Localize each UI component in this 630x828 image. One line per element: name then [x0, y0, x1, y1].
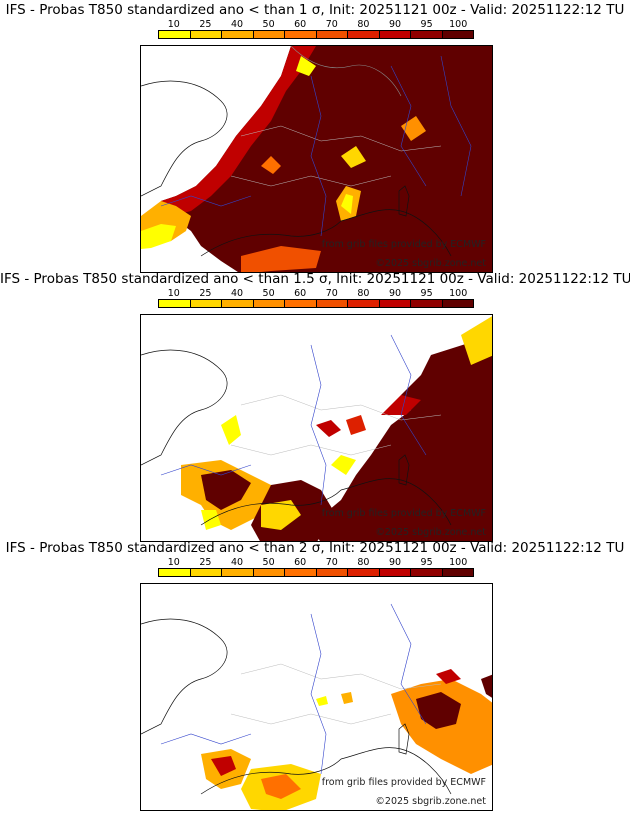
colorbar-swatch [159, 569, 191, 576]
map-graphic [141, 603, 492, 810]
colorbar-tick-label: 90 [388, 19, 402, 30]
colorbar-swatch [316, 569, 348, 576]
credit-text: from grib files provided by ECMWF [321, 508, 486, 519]
colorbar-tick-label: 95 [420, 288, 433, 299]
map-graphic [141, 46, 492, 272]
colorbar-swatch [348, 31, 380, 38]
colorbar-bar [158, 568, 474, 577]
colorbar-tick-label: 100 [449, 19, 468, 30]
colorbar-tick-label: 95 [420, 557, 433, 568]
panel-title: IFS - Probas T850 standardized ano < tha… [5, 540, 625, 556]
colorbar-tick-label: 50 [262, 19, 275, 30]
colorbar-swatch [379, 31, 411, 38]
colorbar-tick-label: 90 [388, 288, 402, 299]
colorbar-tick-label: 80 [357, 557, 370, 568]
colorbar-swatch [442, 300, 473, 307]
colorbar-tick-label: 60 [294, 288, 307, 299]
colorbar-tick-label: 25 [199, 288, 212, 299]
probability-map: from grib files provided by ECMWF ©2025 … [140, 583, 493, 811]
colorbar-swatch [253, 569, 285, 576]
colorbar-tick-label: 70 [325, 288, 338, 299]
colorbar: 10 25 40 50 60 70 80 90 95 100 [158, 19, 474, 39]
colorbar-tick-label: 70 [325, 19, 338, 30]
colorbar-swatch [222, 569, 254, 576]
colorbar-swatch [411, 31, 443, 38]
colorbar-tick-label: 100 [449, 557, 468, 568]
colorbar-tick-label: 25 [199, 557, 212, 568]
colorbar-tick-label: 10 [167, 19, 180, 30]
colorbar-tick-label: 80 [357, 288, 370, 299]
colorbar-tick-label: 50 [262, 557, 275, 568]
colorbar-tick-label: 60 [294, 557, 307, 568]
colorbar-tick-label: 10 [167, 288, 180, 299]
colorbar-swatch [379, 569, 411, 576]
colorbar-swatch [348, 569, 380, 576]
colorbar-tick-label: 100 [449, 288, 468, 299]
colorbar-tick-label: 95 [420, 19, 433, 30]
panel-title: IFS - Probas T850 standardized ano < tha… [5, 2, 625, 18]
credit-text: from grib files provided by ECMWF [321, 777, 486, 788]
colorbar-tick-label: 10 [167, 557, 180, 568]
colorbar-labels: 10 25 40 50 60 70 80 90 95 100 [158, 19, 474, 30]
colorbar-tick-label: 60 [294, 19, 307, 30]
colorbar: 10 25 40 50 60 70 80 90 95 100 [158, 288, 474, 308]
copyright-text: ©2025 sbgrib.zone.net [375, 796, 486, 807]
colorbar-swatch [285, 31, 317, 38]
colorbar-swatch [348, 300, 380, 307]
colorbar-bar [158, 299, 474, 308]
colorbar-swatch [159, 300, 191, 307]
colorbar-labels: 10 25 40 50 60 70 80 90 95 100 [158, 557, 474, 568]
panel-title: IFS - Probas T850 standardized ano < tha… [0, 271, 630, 287]
colorbar-swatch [159, 31, 191, 38]
colorbar-tick-label: 80 [357, 19, 370, 30]
probability-map: from grib files provided by ECMWF ©2025 … [140, 314, 493, 542]
colorbar-swatch [190, 31, 222, 38]
copyright-text: ©2025 sbgrib.zone.net [375, 527, 486, 538]
colorbar-bar [158, 30, 474, 39]
colorbar-labels: 10 25 40 50 60 70 80 90 95 100 [158, 288, 474, 299]
map-panel-1: IFS - Probas T850 standardized ano < tha… [0, 0, 630, 273]
colorbar-swatch [190, 569, 222, 576]
colorbar: 10 25 40 50 60 70 80 90 95 100 [158, 557, 474, 577]
colorbar-swatch [190, 300, 222, 307]
colorbar-tick-label: 50 [262, 288, 275, 299]
colorbar-swatch [411, 569, 443, 576]
colorbar-swatch [253, 300, 285, 307]
colorbar-swatch [442, 31, 473, 38]
map-graphic [141, 316, 492, 541]
colorbar-swatch [253, 31, 285, 38]
colorbar-swatch [285, 300, 317, 307]
credit-text: from grib files provided by ECMWF [321, 239, 486, 250]
colorbar-swatch [316, 300, 348, 307]
colorbar-tick-label: 40 [230, 19, 244, 30]
probability-map: from grib files provided by ECMWF ©2025 … [140, 45, 493, 273]
colorbar-tick-label: 40 [230, 288, 244, 299]
colorbar-tick-label: 90 [388, 557, 402, 568]
colorbar-swatch [222, 31, 254, 38]
colorbar-swatch [222, 300, 254, 307]
colorbar-swatch [442, 569, 473, 576]
colorbar-swatch [379, 300, 411, 307]
map-panel-3: IFS - Probas T850 standardized ano < tha… [0, 538, 630, 811]
colorbar-swatch [411, 300, 443, 307]
colorbar-swatch [285, 569, 317, 576]
colorbar-swatch [316, 31, 348, 38]
colorbar-tick-label: 40 [230, 557, 244, 568]
colorbar-tick-label: 70 [325, 557, 338, 568]
colorbar-tick-label: 25 [199, 19, 212, 30]
map-panel-2: IFS - Probas T850 standardized ano < tha… [0, 269, 630, 542]
copyright-text: ©2025 sbgrib.zone.net [375, 258, 486, 269]
